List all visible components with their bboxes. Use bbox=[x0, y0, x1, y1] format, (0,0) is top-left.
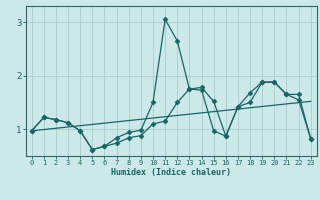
X-axis label: Humidex (Indice chaleur): Humidex (Indice chaleur) bbox=[111, 168, 231, 177]
